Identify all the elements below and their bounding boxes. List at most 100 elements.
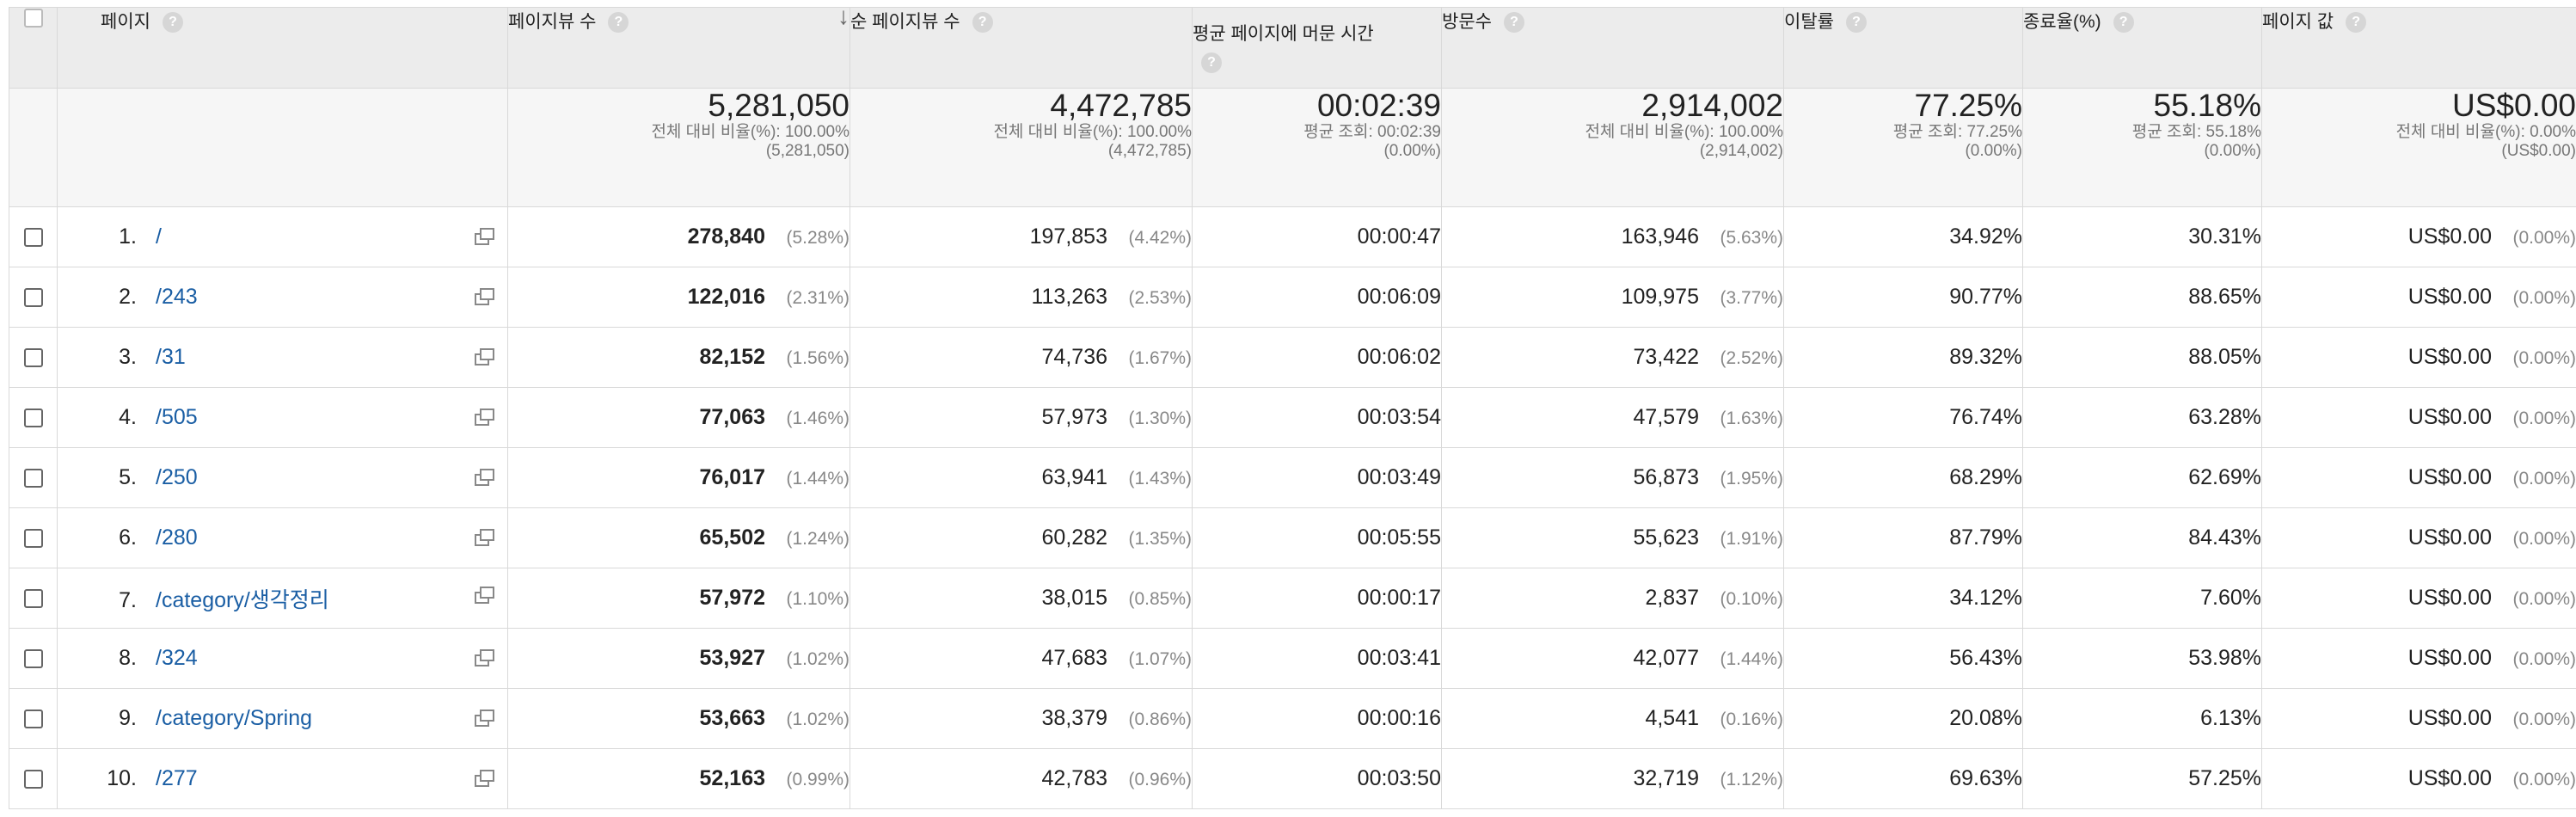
avg-time-cell: 00:05:55 [1192,507,1442,568]
page-link[interactable]: /category/Spring [156,706,313,730]
row-number: 2. [119,285,137,309]
open-external-icon[interactable] [475,288,494,305]
open-external-icon[interactable] [475,348,494,366]
bounce-rate-cell: 90.77% [1783,267,2023,328]
open-external-icon[interactable] [475,408,494,426]
column-header-pageviews[interactable]: 페이지뷰 수? ↓ [507,3,850,89]
row-select-cell [9,387,58,448]
bounce-rate-cell: 20.08% [1783,688,2023,749]
column-header-unique-pageviews[interactable]: 순 페이지뷰 수? [849,7,1193,89]
column-header-page[interactable]: 페이지? [57,7,508,89]
sort-descending-icon[interactable]: ↓ [837,3,849,29]
help-icon[interactable]: ? [2346,12,2367,34]
row-select-cell [9,327,58,388]
exit-rate-cell: 6.13% [2022,688,2262,749]
pageviews-cell: 53,927 (1.02%) [507,628,850,689]
page-link[interactable]: /505 [156,405,198,429]
avg-time-cell: 00:03:41 [1192,628,1442,689]
pageviews-percent: (1.56%) [786,348,849,368]
row-checkbox[interactable] [23,649,43,669]
unique-pageviews-value: 47,683 [1041,646,1107,670]
row-select-cell [9,206,58,267]
open-external-icon[interactable] [475,649,494,666]
page-link[interactable]: /324 [156,646,198,670]
open-external-icon[interactable] [475,228,494,245]
page-value-value: US$0.00 [2407,525,2492,550]
entrances-value: 55,623 [1633,525,1699,550]
bounce-rate-cell: 89.32% [1783,327,2023,388]
avg-time-value: 00:03:49 [1357,465,1441,489]
bounce-rate-cell: 34.92% [1783,206,2023,267]
column-label: 페이지 [101,12,150,32]
row-checkbox[interactable] [23,710,43,729]
summary-subtext: (0.00%) [2204,142,2261,160]
summary-row: 5,281,050 전체 대비 비율(%): 100.00% (5,281,05… [9,88,2576,207]
page-link[interactable]: /31 [156,345,186,369]
unique-pageviews-cell: 113,263 (2.53%) [849,267,1193,328]
row-checkbox[interactable] [23,770,43,789]
unique-pageviews-value: 38,379 [1041,706,1107,730]
table-row: 10. /277 52,163 (0.99%) 42,783 (0.96%) 00:0… [9,748,2576,809]
open-external-icon[interactable] [475,586,494,604]
row-select-cell [9,688,58,749]
row-checkbox[interactable] [23,348,43,368]
summary-subtext: (2,914,002) [1699,142,1783,160]
column-header-avg-time[interactable]: 평균 페이지에 머문 시간 ? [1192,7,1442,89]
row-select-cell [9,568,58,629]
row-checkbox[interactable] [23,228,43,248]
entrances-percent: (1.95%) [1720,469,1783,488]
open-external-icon[interactable] [475,469,494,486]
column-label: 순 페이지뷰 수 [850,12,960,32]
help-icon[interactable]: ? [1503,12,1524,34]
page-value-value: US$0.00 [2407,586,2492,610]
help-icon[interactable]: ? [2113,12,2134,34]
avg-time-cell: 00:00:17 [1192,568,1442,629]
open-external-icon[interactable] [475,710,494,727]
row-checkbox[interactable] [23,589,43,609]
avg-time-value: 00:00:16 [1357,706,1441,730]
row-checkbox[interactable] [23,529,43,549]
column-header-exit-rate[interactable]: 종료율(%)? [2022,7,2262,89]
help-icon[interactable]: ? [1845,12,1867,34]
page-value-cell: US$0.00 (0.00%) [2261,327,2576,388]
open-external-icon[interactable] [475,529,494,546]
column-header-entrances[interactable]: 방문수? [1441,7,1784,89]
help-icon[interactable]: ? [608,12,629,34]
column-header-page-value[interactable]: 페이지 값? [2261,7,2576,89]
table-row: 8. /324 53,927 (1.02%) 47,683 (1.07%) 00:03… [9,628,2576,689]
page-link[interactable]: /243 [156,285,198,309]
help-icon[interactable]: ? [972,12,993,34]
page-link[interactable]: /category/생각정리 [156,587,329,612]
page-value-value: US$0.00 [2407,706,2492,730]
select-all-checkbox[interactable] [23,9,43,28]
bounce-rate-cell: 69.63% [1783,748,2023,809]
page-link[interactable]: /280 [156,525,198,550]
column-label: 평균 페이지에 머문 시간 [1193,24,1374,44]
page-link[interactable]: /250 [156,465,198,489]
column-header-bounce-rate[interactable]: 이탈률? [1783,7,2023,89]
unique-pageviews-value: 42,783 [1041,766,1107,790]
summary-exit-rate: 55.18% 평균 조회: 55.18% (0.00%) [2022,88,2262,207]
row-checkbox[interactable] [23,408,43,428]
row-checkbox[interactable] [23,469,43,488]
bounce-rate-value: 68.29% [1949,465,2022,489]
entrances-value: 163,946 [1621,224,1699,249]
page-cell: 5. /250 [57,447,508,508]
page-link[interactable]: / [156,224,162,249]
page-value-cell: US$0.00 (0.00%) [2261,507,2576,568]
row-checkbox[interactable] [23,288,43,308]
help-icon[interactable]: ? [1201,52,1222,73]
summary-page-value: US$0.00 전체 대비 비율(%): 0.00% (US$0.00) [2261,88,2576,207]
entrances-percent: (3.77%) [1720,288,1783,308]
page-cell: 10. /277 [57,748,508,809]
page-link[interactable]: /277 [156,766,198,790]
page-value-cell: US$0.00 (0.00%) [2261,447,2576,508]
page-value-percent: (0.00%) [2512,529,2576,549]
avg-time-cell: 00:03:54 [1192,387,1442,448]
help-icon[interactable]: ? [162,12,183,34]
row-number: 6. [119,525,137,550]
open-external-icon[interactable] [475,770,494,787]
summary-unique-pageviews: 4,472,785 전체 대비 비율(%): 100.00% (4,472,78… [849,88,1193,207]
exit-rate-cell: 30.31% [2022,206,2262,267]
page-value-value: US$0.00 [2407,646,2492,670]
